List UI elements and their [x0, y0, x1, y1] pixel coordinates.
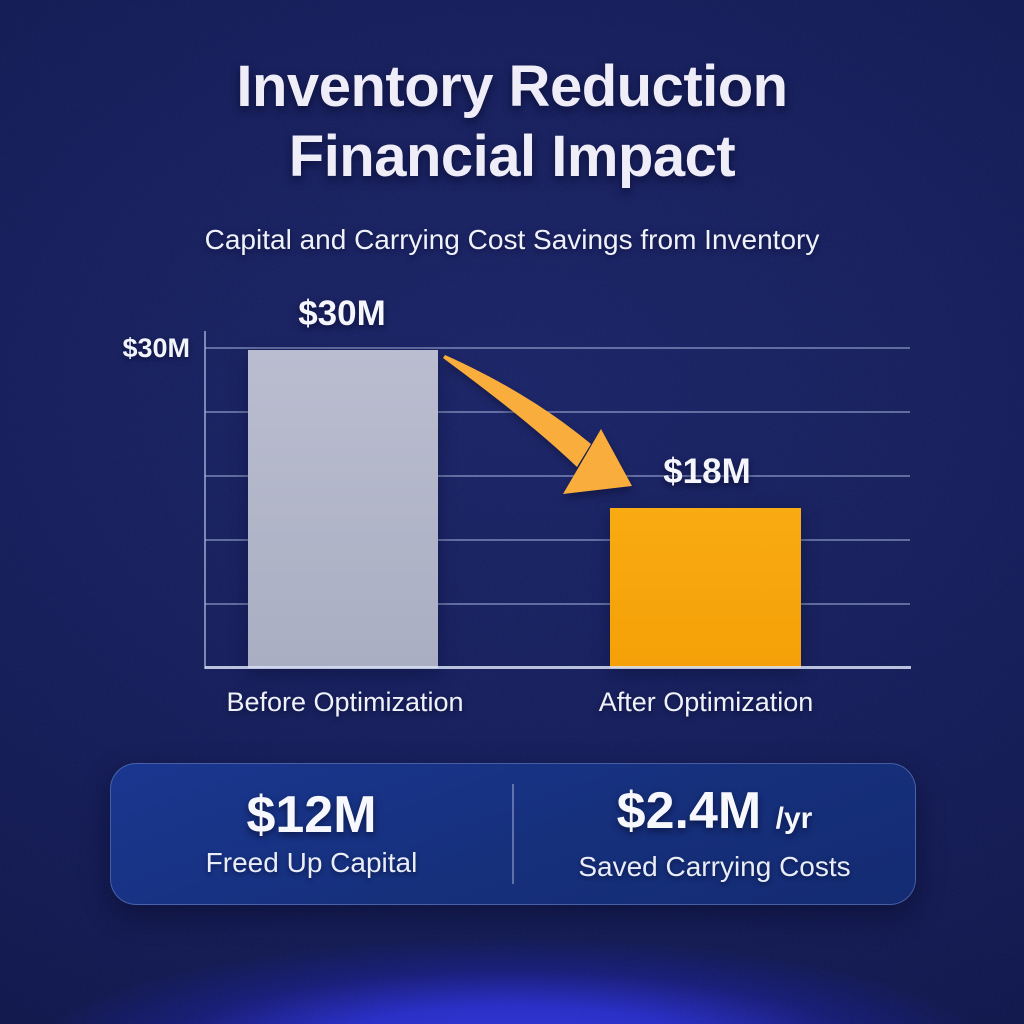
stat-carrying-costs: $2.4M /yr Saved Carrying Costs [514, 764, 915, 904]
stat-value-carrying-costs: $2.4M /yr [616, 782, 813, 840]
stat-value-freed-capital: $12M [246, 786, 377, 844]
stat-freed-capital: $12M Freed Up Capital [111, 764, 512, 904]
stat-label-carrying-costs: Saved Carrying Costs [578, 851, 851, 882]
stats-panel: $12M Freed Up Capital $2.4M /yr Saved Ca… [110, 763, 916, 905]
stat-suffix-per-year: /yr [775, 802, 813, 835]
stat-label-freed-capital: Freed Up Capital [205, 847, 418, 878]
